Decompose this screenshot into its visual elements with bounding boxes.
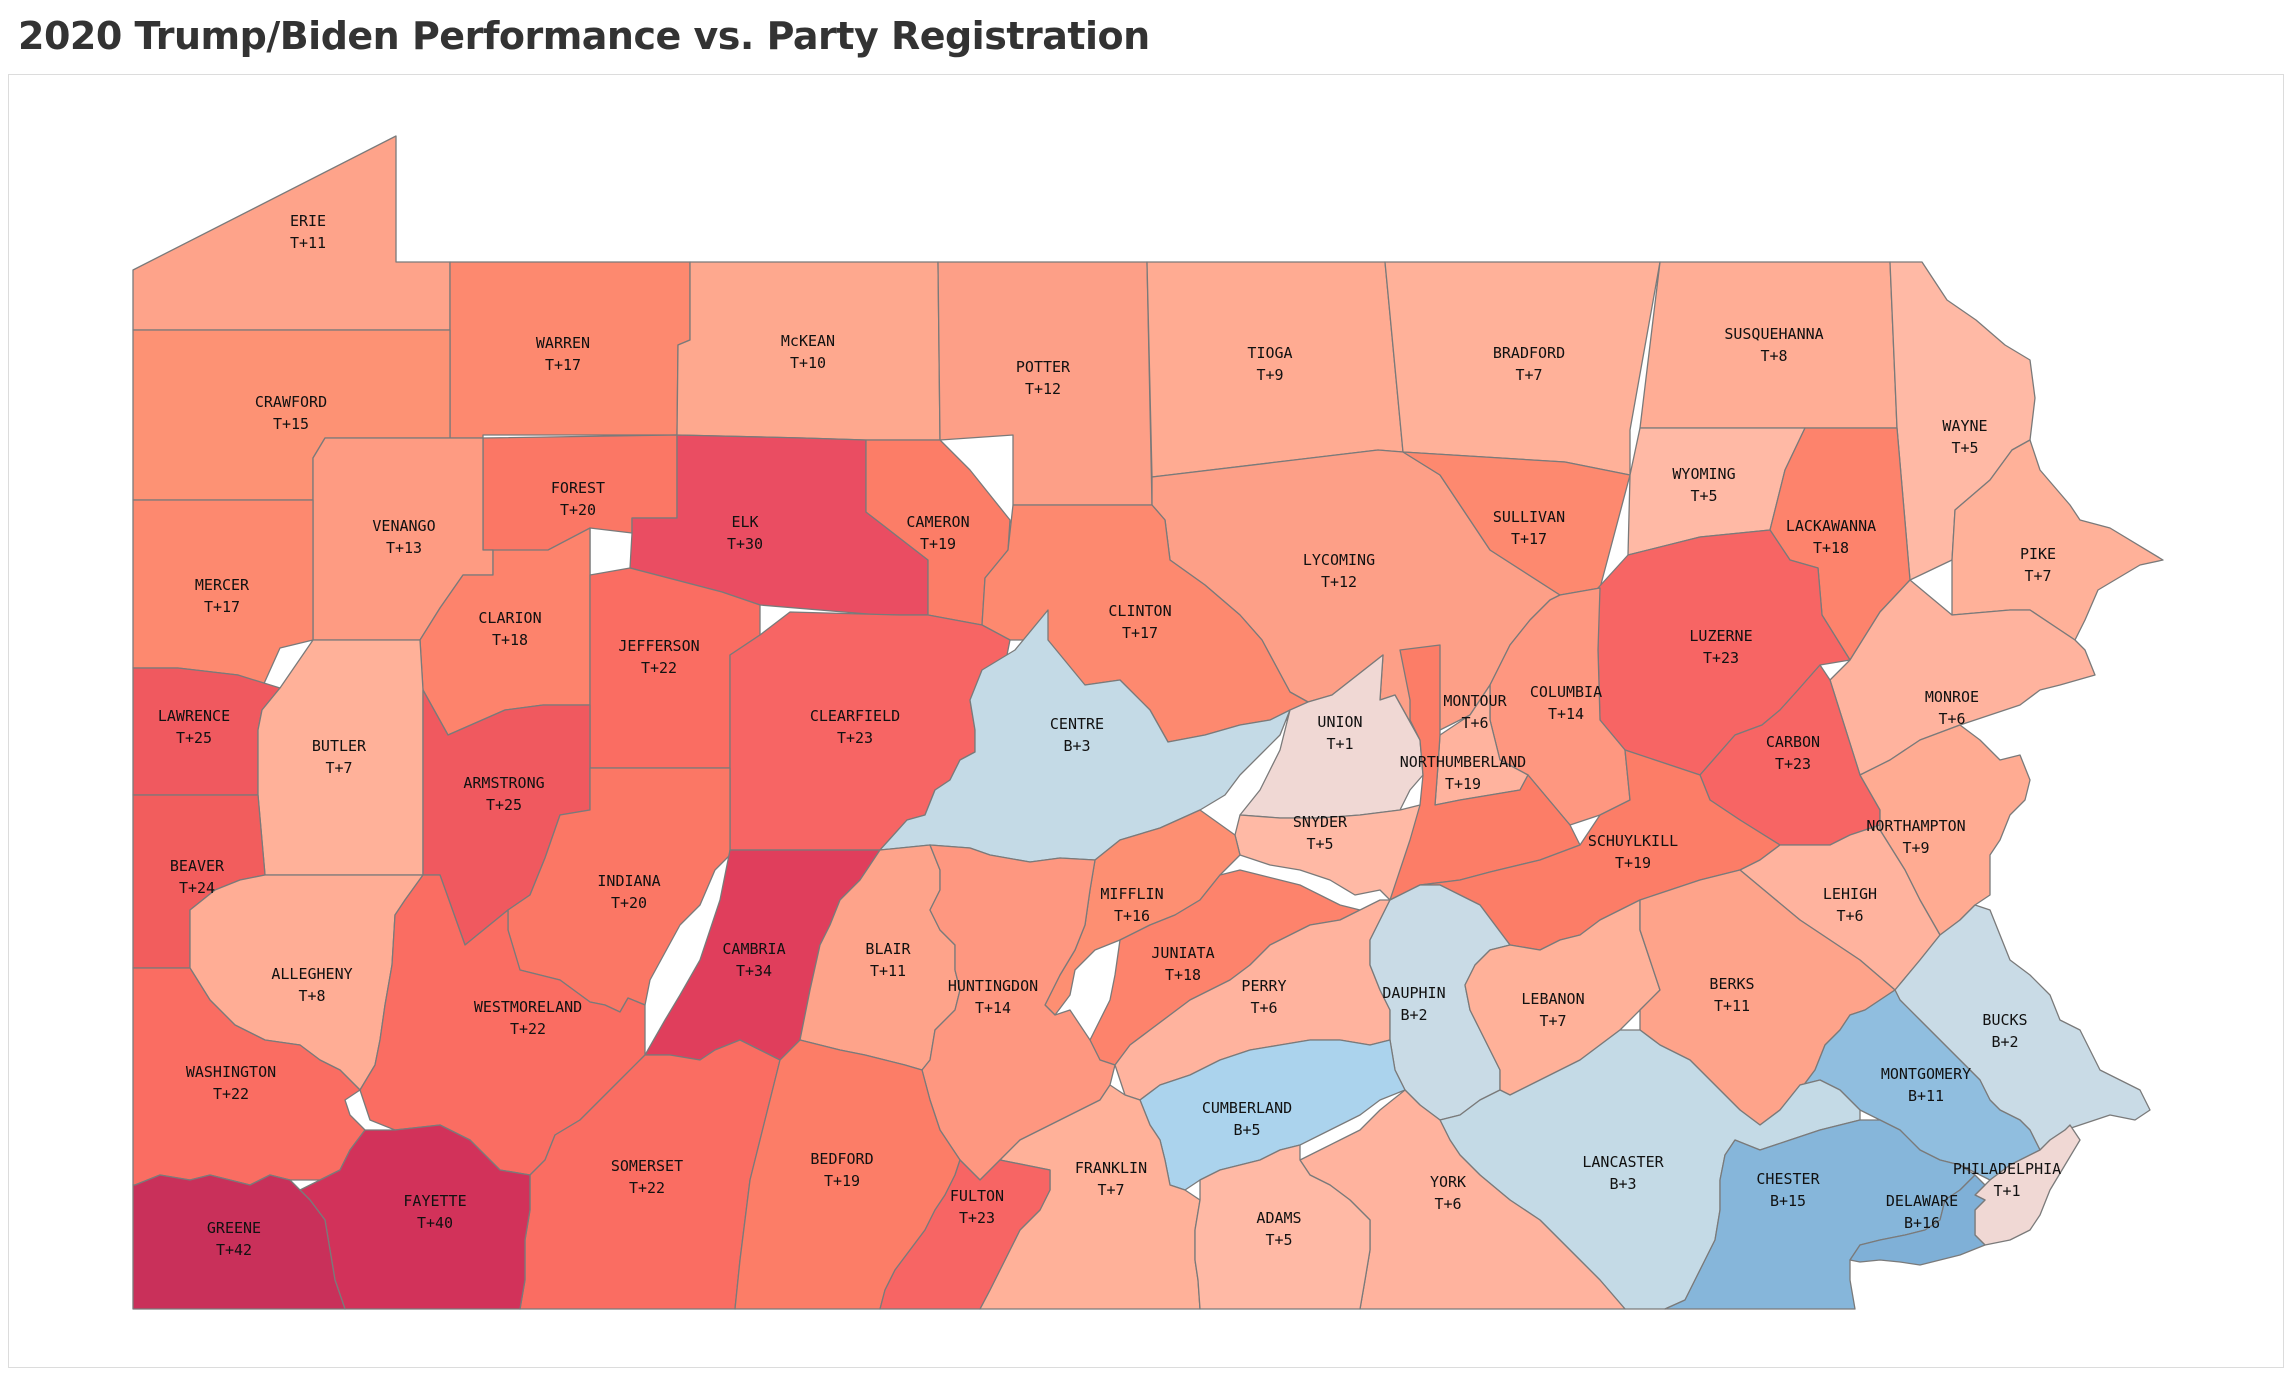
label-centre: CENTRE B+3	[1050, 715, 1104, 755]
label-potter: POTTER T+12	[1016, 358, 1071, 398]
label-cambria: CAMBRIA T+34	[722, 940, 785, 980]
county-labels: ERIE T+11 WARREN T+17 McKEAN T+10 POTTER T+1…	[158, 212, 2061, 1259]
label-montour: MONTOUR T+6	[1443, 692, 1507, 732]
label-mercer: MERCER T+17	[195, 576, 250, 616]
label-greene: GREENE T+42	[207, 1219, 261, 1259]
label-montgomery: MONTGOMERY B+11	[1881, 1065, 1971, 1105]
label-armstrong: ARMSTRONG T+25	[463, 774, 544, 814]
label-bucks: BUCKS B+2	[1982, 1011, 2027, 1051]
map-frame	[8, 74, 2284, 1368]
label-susquehanna: SUSQUEHANNA T+8	[1724, 325, 1823, 365]
label-fulton: FULTON T+23	[950, 1187, 1004, 1227]
label-schuylkill: SCHUYLKILL T+19	[1588, 832, 1678, 872]
page-title: 2020 Trump/Biden Performance vs. Party R…	[18, 14, 1150, 58]
label-lebanon: LEBANON T+7	[1521, 990, 1584, 1030]
label-forest: FOREST T+20	[551, 479, 605, 519]
label-cameron: CAMERON T+19	[906, 513, 969, 553]
label-tioga: TIOGA T+9	[1247, 344, 1292, 384]
label-wyoming: WYOMING T+5	[1672, 465, 1735, 505]
label-venango: VENANGO T+13	[372, 517, 435, 557]
label-union: UNION T+1	[1317, 713, 1362, 753]
label-bedford: BEDFORD T+19	[810, 1150, 873, 1190]
label-snyder: SNYDER T+5	[1293, 813, 1348, 853]
label-delaware: DELAWARE B+16	[1886, 1192, 1958, 1232]
label-northumberland: NORTHUMBERLAND T+19	[1400, 753, 1526, 793]
label-york: YORK T+6	[1430, 1173, 1466, 1213]
label-clarion: CLARION T+18	[478, 609, 541, 649]
county-susquehanna[interactable]	[1639, 261, 1898, 429]
county-union[interactable]	[1239, 654, 1424, 819]
label-clinton: CLINTON T+17	[1108, 602, 1171, 642]
label-clearfield: CLEARFIELD T+23	[810, 707, 900, 747]
label-berks: BERKS T+11	[1709, 975, 1754, 1015]
label-westmoreland: WESTMORELAND T+22	[474, 998, 582, 1038]
label-washington: WASHINGTON T+22	[186, 1063, 276, 1103]
label-columbia: COLUMBIA T+14	[1530, 683, 1602, 723]
label-indiana: INDIANA T+20	[597, 872, 660, 912]
label-warren: WARREN T+17	[536, 334, 590, 374]
label-crawford: CRAWFORD T+15	[255, 393, 327, 433]
county-mckean[interactable]	[676, 261, 941, 441]
label-juniata: JUNIATA T+18	[1151, 944, 1214, 984]
label-somerset: SOMERSET T+22	[611, 1157, 683, 1197]
label-bradford: BRADFORD T+7	[1493, 344, 1565, 384]
label-northampton: NORTHAMPTON T+9	[1866, 817, 1965, 857]
label-philadelphia: PHILADELPHIA T+1	[1953, 1160, 2061, 1200]
label-lancaster: LANCASTER B+3	[1582, 1153, 1664, 1193]
county-mercer[interactable]	[132, 499, 314, 689]
label-fayette: FAYETTE T+40	[403, 1192, 466, 1232]
label-wayne: WAYNE T+5	[1942, 417, 1987, 457]
label-adams: ADAMS T+5	[1256, 1209, 1301, 1249]
label-lycoming: LYCOMING T+12	[1303, 551, 1375, 591]
label-sullivan: SULLIVAN T+17	[1493, 508, 1565, 548]
label-butler: BUTLER T+7	[312, 737, 367, 777]
label-mifflin: MIFFLIN T+16	[1100, 885, 1163, 925]
label-beaver: BEAVER T+24	[170, 857, 225, 897]
label-franklin: FRANKLIN T+7	[1075, 1159, 1147, 1199]
label-monroe: MONROE T+6	[1925, 688, 1979, 728]
label-huntingdon: HUNTINGDON T+14	[948, 977, 1038, 1017]
label-elk: ELK T+30	[727, 513, 763, 553]
county-erie[interactable]	[132, 135, 451, 331]
label-dauphin: DAUPHIN B+2	[1382, 984, 1445, 1024]
label-lehigh: LEHIGH T+6	[1823, 885, 1877, 925]
label-perry: PERRY T+6	[1241, 977, 1286, 1017]
county-delaware[interactable]	[1849, 1174, 1986, 1266]
label-erie: ERIE T+11	[290, 212, 326, 252]
label-pike: PIKE T+7	[2020, 545, 2056, 585]
label-blair: BLAIR T+11	[865, 940, 911, 980]
label-luzerne: LUZERNE T+23	[1689, 627, 1752, 667]
label-lawrence: LAWRENCE T+25	[158, 707, 230, 747]
label-cumberland: CUMBERLAND B+5	[1202, 1099, 1292, 1139]
label-mckean: McKEAN T+10	[781, 332, 835, 372]
label-jefferson: JEFFERSON T+22	[618, 637, 699, 677]
county-adams[interactable]	[1194, 1144, 1371, 1310]
label-allegheny: ALLEGHENY T+8	[271, 965, 352, 1005]
label-carbon: CARBON T+23	[1766, 733, 1820, 773]
label-lackawanna: LACKAWANNA T+18	[1786, 517, 1876, 557]
county-fulton[interactable]	[879, 1159, 1051, 1310]
county-greene[interactable]	[132, 1174, 346, 1310]
county-butler[interactable]	[257, 639, 424, 876]
label-chester: CHESTER B+15	[1756, 1170, 1820, 1210]
